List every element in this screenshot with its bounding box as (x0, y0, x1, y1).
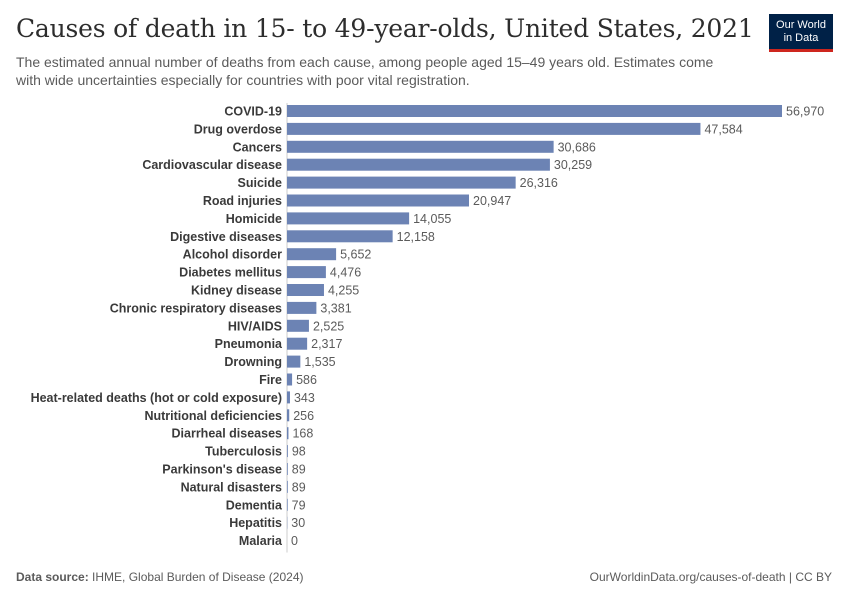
data-source: Data source: IHME, Global Burden of Dise… (16, 570, 303, 584)
bar[interactable] (287, 266, 326, 279)
category-label: Nutritional deficiencies (144, 409, 282, 423)
value-label: 0 (291, 534, 298, 548)
data-source-label: Data source: (16, 570, 89, 584)
bar[interactable] (287, 194, 470, 207)
category-label: Kidney disease (191, 284, 282, 298)
category-label: Cancers (233, 140, 282, 154)
category-label: Heat-related deaths (hot or cold exposur… (31, 391, 282, 405)
logo-line-1: Our World (776, 19, 826, 31)
category-label: Fire (259, 373, 282, 387)
value-label: 30 (291, 516, 305, 530)
category-label: Hepatitis (229, 516, 282, 530)
bar-chart: COVID-19 56,970 Drug overdose 47,584 Cancers… (31, 103, 824, 553)
value-label: 14,055 (413, 212, 451, 226)
value-label: 1,535 (304, 355, 335, 369)
bar[interactable] (287, 140, 554, 153)
category-label: Parkinson's disease (162, 463, 282, 477)
category-label: COVID-19 (224, 105, 282, 119)
bar[interactable] (287, 301, 317, 314)
value-label: 89 (292, 463, 306, 477)
bar[interactable] (287, 480, 288, 493)
value-label: 30,259 (554, 158, 592, 172)
category-label: Digestive diseases (170, 230, 282, 244)
data-source-text[interactable]: IHME, Global Burden of Disease (2024) (92, 570, 304, 584)
value-label: 586 (296, 373, 317, 387)
bar[interactable] (287, 409, 290, 422)
category-label: Tuberculosis (205, 445, 282, 459)
bar[interactable] (287, 463, 288, 475)
value-label: 256 (293, 409, 314, 423)
bar[interactable] (287, 105, 782, 117)
category-label: Road injuries (203, 194, 282, 208)
bar[interactable] (287, 212, 410, 225)
category-label: Diarrheal diseases (172, 427, 283, 441)
value-label: 168 (292, 427, 313, 441)
category-label: Alcohol disorder (183, 248, 282, 262)
category-label: Drowning (224, 355, 282, 369)
value-label: 343 (294, 391, 315, 405)
owid-logo[interactable]: Our World in Data (769, 14, 833, 52)
category-label: Diabetes mellitus (179, 266, 282, 280)
bar[interactable] (287, 355, 301, 368)
category-label: Homicide (226, 212, 282, 226)
logo-line-2: in Data (783, 32, 819, 44)
value-label: 4,476 (330, 266, 361, 280)
category-label: Pneumonia (215, 337, 283, 351)
bar[interactable] (287, 445, 288, 458)
bar[interactable] (287, 498, 288, 511)
value-label: 20,947 (473, 194, 511, 208)
category-label: Chronic respiratory diseases (110, 301, 282, 315)
category-label: Cardiovascular disease (142, 158, 282, 172)
bar[interactable] (287, 319, 309, 332)
value-label: 26,316 (520, 176, 558, 190)
value-label: 89 (292, 480, 306, 494)
bar[interactable] (287, 391, 290, 404)
category-label: Drug overdose (194, 122, 282, 136)
bar[interactable] (287, 176, 516, 189)
source-url[interactable]: OurWorldinData.org/causes-of-death | CC … (589, 570, 832, 584)
category-label: HIV/AIDS (228, 319, 282, 333)
bar[interactable] (287, 248, 337, 261)
value-label: 47,584 (704, 122, 742, 136)
value-label: 5,652 (340, 248, 371, 262)
bar[interactable] (287, 373, 293, 386)
chart-subtitle: The estimated annual number of deaths fr… (16, 54, 714, 88)
value-label: 79 (292, 498, 306, 512)
value-label: 2,317 (311, 337, 342, 351)
value-label: 56,970 (786, 105, 824, 119)
value-label: 4,255 (328, 284, 359, 298)
chart-title: Causes of death in 15- to 49-year-olds, … (16, 14, 754, 43)
bar[interactable] (287, 230, 393, 243)
bar[interactable] (287, 158, 550, 171)
bar[interactable] (287, 337, 308, 350)
value-label: 12,158 (397, 230, 435, 244)
bar[interactable] (287, 427, 289, 440)
category-label: Malaria (239, 534, 283, 548)
value-label: 3,381 (320, 301, 351, 315)
category-label: Natural disasters (181, 480, 282, 494)
value-label: 98 (292, 445, 306, 459)
value-label: 2,525 (313, 319, 344, 333)
category-label: Suicide (238, 176, 283, 190)
category-label: Dementia (226, 498, 283, 512)
value-label: 30,686 (558, 140, 596, 154)
bar[interactable] (287, 284, 324, 296)
bar[interactable] (287, 122, 701, 135)
